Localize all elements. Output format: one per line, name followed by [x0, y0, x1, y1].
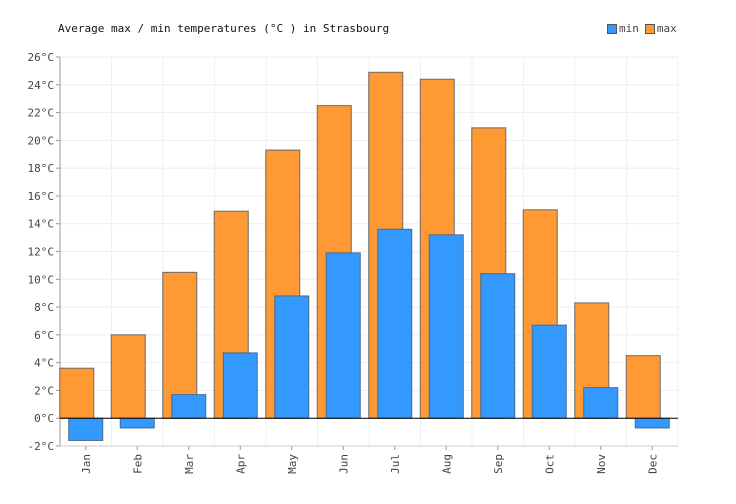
- y-tick-label: 20°C: [28, 134, 55, 147]
- legend-swatch-max: [644, 23, 655, 34]
- x-tick-label: Feb: [131, 454, 144, 474]
- chart-title: Average max / min temperatures (°C ) in …: [58, 22, 390, 35]
- y-tick-label: 24°C: [28, 79, 55, 92]
- legend-item-max: max: [644, 22, 677, 35]
- x-tick-label: Oct: [543, 454, 556, 474]
- bar-min: [634, 417, 670, 429]
- y-tick-label: 14°C: [28, 218, 55, 231]
- y-tick-label: 0°C: [34, 412, 54, 425]
- bar-min: [377, 228, 413, 419]
- x-tick-label: Jun: [337, 454, 350, 474]
- y-tick-label: 6°C: [34, 329, 54, 342]
- bar-min: [480, 273, 516, 419]
- bar-min: [222, 352, 258, 419]
- y-tick-label: 26°C: [28, 51, 55, 64]
- bar-max: [59, 367, 95, 419]
- bar-min: [325, 252, 361, 419]
- x-tick-label: Jan: [80, 454, 93, 474]
- bar-min: [531, 324, 567, 419]
- legend-item-min: min: [607, 22, 639, 35]
- y-tick-label: 18°C: [28, 162, 55, 175]
- y-tick-label: 22°C: [28, 107, 55, 120]
- legend-label-min: min: [619, 22, 639, 35]
- bar-min: [274, 295, 310, 419]
- x-tick-label: Sep: [492, 454, 505, 474]
- y-tick-label: 4°C: [34, 357, 54, 370]
- y-tick-label: 8°C: [34, 301, 54, 314]
- y-tick-label: 12°C: [28, 246, 55, 259]
- x-tick-label: May: [286, 454, 299, 474]
- x-tick-label: Dec: [646, 454, 659, 474]
- x-tick-label: Mar: [183, 454, 196, 474]
- x-tick-label: Nov: [595, 454, 608, 474]
- y-tick-label: 16°C: [28, 190, 55, 203]
- x-tick-label: Apr: [234, 454, 247, 474]
- y-tick-label: 10°C: [28, 273, 55, 286]
- bar-min: [68, 417, 104, 441]
- legend-swatch-min: [607, 23, 617, 34]
- bar-min: [583, 387, 619, 419]
- bar-min: [428, 234, 464, 419]
- bar-min: [171, 394, 207, 419]
- y-tick-label: -2°C: [28, 440, 55, 453]
- bar-min: [119, 417, 155, 429]
- y-tick-label: 2°C: [34, 384, 54, 397]
- x-tick-label: Aug: [440, 454, 453, 474]
- bar-max: [110, 334, 146, 419]
- legend: min max: [607, 22, 683, 35]
- x-tick-label: Jul: [389, 454, 402, 474]
- bar-max: [625, 355, 661, 419]
- legend-label-max: max: [656, 22, 677, 35]
